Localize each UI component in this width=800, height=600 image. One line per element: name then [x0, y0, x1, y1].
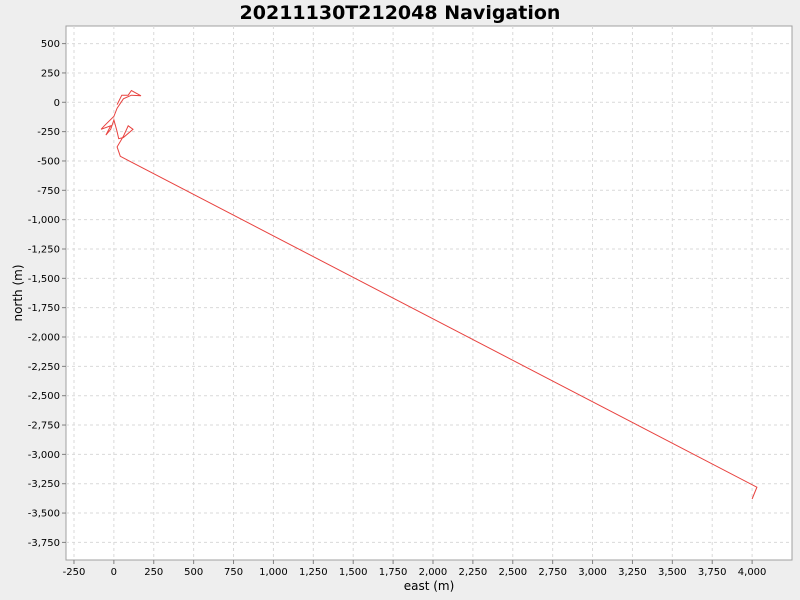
plot-area [65, 25, 793, 561]
y-tick-label: -1,750 [28, 303, 60, 314]
y-tick-label: -2,500 [28, 391, 60, 402]
x-tick-label: 2,500 [498, 567, 527, 578]
x-tick-label: 250 [144, 567, 163, 578]
chart-title: 20211130T212048 Navigation [240, 2, 561, 24]
y-tick-label: -250 [37, 127, 60, 138]
axes [62, 43, 753, 564]
x-tick-label: 3,000 [578, 567, 607, 578]
x-tick-label: 4,000 [738, 567, 767, 578]
x-tick-label: 1,500 [339, 567, 368, 578]
y-tick-label: -3,000 [28, 450, 60, 461]
y-tick-label: -3,250 [28, 479, 60, 490]
y-tick-label: -1,250 [28, 244, 60, 255]
x-tick-label: 1,750 [379, 567, 408, 578]
y-tick-label: -500 [37, 156, 60, 167]
y-tick-label: -2,250 [28, 362, 60, 373]
x-tick-label: 3,750 [698, 567, 727, 578]
x-tick-label: 750 [224, 567, 243, 578]
series-group [100, 89, 758, 500]
x-tick-label: -250 [63, 567, 86, 578]
x-tick-label: 2,750 [538, 567, 567, 578]
x-tick-label: 2,000 [419, 567, 448, 578]
x-tick-label: 500 [184, 567, 203, 578]
y-tick-label: -3,750 [28, 538, 60, 549]
navigation-track-line [100, 89, 758, 500]
y-tick-label: -750 [37, 186, 60, 197]
x-tick-label: 0 [111, 567, 117, 578]
y-tick-label: 0 [54, 98, 60, 109]
x-axis-label: east (m) [404, 579, 455, 593]
y-tick-label: -1,000 [28, 215, 60, 226]
tick-labels: -250 0 250 500 750 1,000 1,250 1,500 1,750 2,000 2… [28, 39, 767, 578]
grid-lines [66, 26, 792, 560]
x-tick-label: 2,250 [459, 567, 488, 578]
x-tick-label: 1,000 [259, 567, 288, 578]
y-tick-label: -2,750 [28, 421, 60, 432]
x-tick-label: 3,500 [658, 567, 687, 578]
x-tick-label: 1,250 [299, 567, 328, 578]
y-axis-label: north (m) [11, 264, 25, 321]
y-tick-label: -3,500 [28, 509, 60, 520]
y-tick-label: -1,500 [28, 274, 60, 285]
y-tick-label: 250 [41, 68, 60, 79]
y-tick-label: -2,000 [28, 333, 60, 344]
y-tick-label: 500 [41, 39, 60, 50]
x-tick-label: 3,250 [618, 567, 647, 578]
